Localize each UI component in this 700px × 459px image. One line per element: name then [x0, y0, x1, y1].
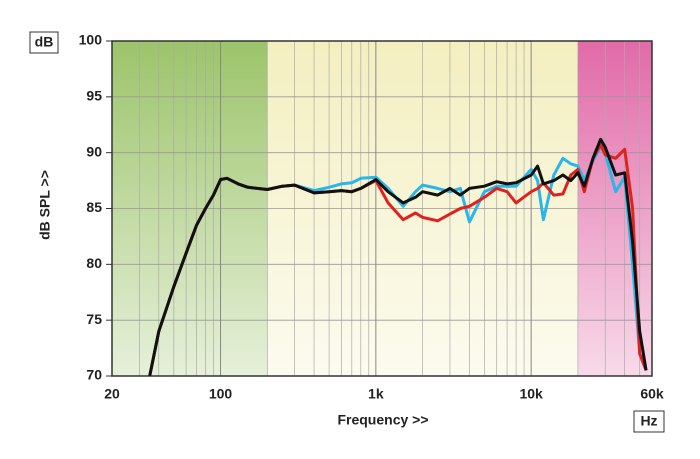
y-tick-label: 95 — [86, 88, 102, 104]
y-tick-label: 85 — [86, 199, 102, 215]
x-tick-label: 20 — [104, 386, 120, 402]
series-line — [148, 137, 648, 377]
y-tick-label: 90 — [86, 143, 102, 159]
y-axis-label: dB SPL >> — [37, 170, 53, 240]
x-tick-label: 100 — [209, 386, 233, 402]
y-tick-label: 80 — [86, 255, 102, 271]
x-tick-label: 60k — [640, 386, 664, 402]
y-tick-label: 100 — [79, 32, 103, 48]
plot-frame — [111, 40, 653, 377]
x-axis-label: Frequency >> — [337, 412, 428, 428]
y-tick-label: 70 — [86, 367, 102, 383]
x-unit: Hz — [640, 413, 657, 429]
x-tick-label: 1k — [368, 386, 384, 402]
x-tick-label: 10k — [519, 386, 543, 402]
y-unit: dB — [35, 34, 54, 50]
y-tick-label: 75 — [86, 311, 102, 327]
unit-box — [633, 410, 665, 433]
unit-box — [29, 31, 59, 54]
